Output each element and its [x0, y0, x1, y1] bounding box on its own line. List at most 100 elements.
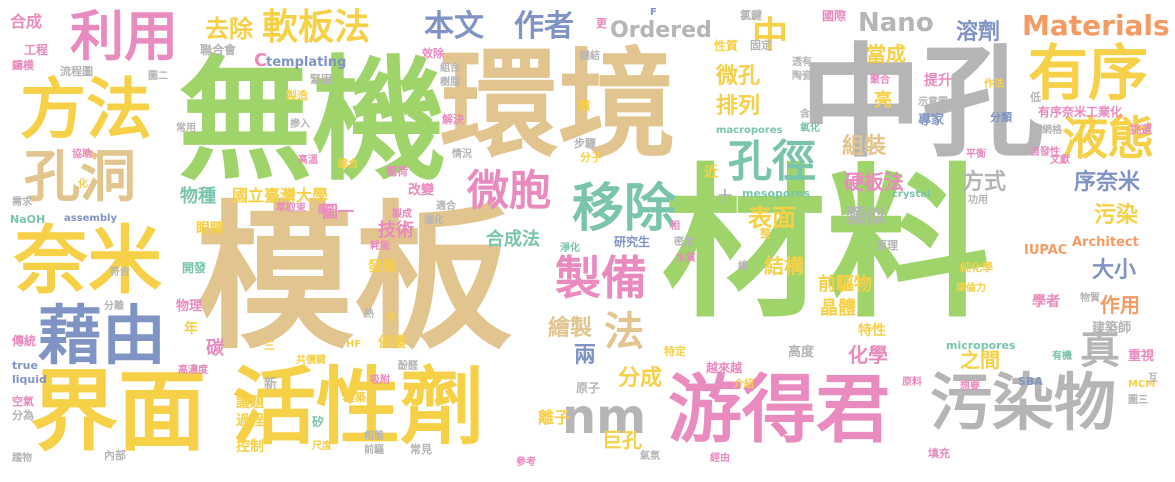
word-tu: 圖 [318, 205, 328, 216]
word-cankao: 參考 [516, 457, 536, 468]
word-yanjing: 眼睛 [196, 221, 224, 237]
word-mesopores: mesopores [742, 187, 810, 200]
word-gaibian: 改變 [408, 183, 435, 198]
word-gongyong: 功用 [968, 195, 988, 206]
word-macropores: macropores [716, 125, 783, 136]
word-baohu: 保護 [378, 335, 406, 351]
word-f: F [650, 7, 657, 18]
word-kongdong: 孔洞 [24, 145, 136, 210]
word-benwen: 本文 [424, 9, 484, 44]
word-fangfa: 方法 [20, 71, 152, 148]
word-fenquan: 酚醛 [398, 361, 418, 372]
word-lianjie: 鏈結 [580, 51, 600, 62]
word-gaodu: 高度 [788, 345, 815, 360]
word-cailiao: 材料 [662, 149, 991, 340]
word-fenli: 分離 [104, 301, 124, 312]
word-leisi: 類似 [846, 204, 886, 228]
word-kongjing: 孔徑 [728, 136, 816, 187]
word-naoh: NaOH [10, 213, 46, 226]
word-architect: Architect [1072, 235, 1139, 250]
word-yuanliao: 原料 [902, 377, 922, 388]
word-yuelaiyue: 越來越 [706, 361, 743, 375]
word-materials: Materials [1022, 9, 1170, 42]
word-tan: 碳 [206, 338, 224, 359]
word-ntu: 國立臺灣大學 [232, 186, 329, 205]
word-huaxue: 化學 [848, 343, 888, 367]
word-jieyou: 藉由 [38, 300, 166, 374]
word-youxu-gongyehua: 有序奈米工業化 [1038, 105, 1123, 119]
word-weibao: 微胞 [467, 166, 552, 215]
word-dianhe: 電荷 [386, 165, 408, 178]
word-jianzhushi: 建築師 [1092, 321, 1132, 336]
word-jianzhuchu: 建築出 [344, 391, 377, 404]
word-zhen: 真 [1080, 327, 1120, 373]
word-naimi: 奈米 [14, 218, 162, 304]
word-zuofa: 作法 [984, 79, 1004, 90]
word-ruanbanfa: 軟板法 [262, 7, 371, 48]
word-hangui: 含矽 [800, 109, 820, 120]
word-youdejun: 游得君 [668, 367, 890, 453]
word-geng: 更 [596, 17, 607, 30]
word-gongcheng: 工程 [24, 43, 49, 57]
word-zhongkong: 中孔 [800, 32, 1044, 174]
word-gongjiajian: 共價鍵 [296, 355, 326, 366]
word-jiegou: 結構 [764, 254, 804, 278]
word-hecheng: 合成 [10, 12, 43, 31]
word-gaowen: 高溫 [298, 155, 318, 166]
word-neibu: 內部 [104, 449, 126, 462]
word-gaonongdu: 高濃度 [178, 365, 208, 376]
word-wuli: 物理 [176, 299, 203, 314]
word-zhong: 中 [752, 15, 789, 56]
word-micropores: micropores [946, 339, 1016, 352]
word-wenxian: 文獻 [1050, 155, 1070, 166]
word-shi: 十 [718, 189, 732, 205]
word-lvjian: 氯鍵 [740, 9, 762, 22]
word-shihe: 適合 [436, 201, 456, 212]
word-wuzhong: 物種 [180, 186, 216, 207]
word-fenzi: 分子 [580, 151, 602, 164]
word-mcm: MCM [1128, 379, 1156, 390]
word-iupac: IUPAC [1024, 243, 1068, 258]
word-canru: 摻入 [290, 119, 310, 130]
word-liquid: liquid [12, 373, 47, 386]
word-lianhehui: 聯合會 [200, 43, 237, 57]
word-huanjing: 環境 [440, 36, 677, 174]
word-pailie: 排列 [716, 94, 761, 119]
word-xuqiu: 需求 [12, 197, 32, 208]
word-lizi: 離子 [538, 408, 571, 427]
word-xifu: 吸附 [370, 375, 390, 386]
word-qingkuang: 情況 [452, 149, 472, 160]
word-huizhi: 繪製 [548, 316, 593, 341]
word-fuhe: 符合 [110, 267, 130, 278]
word-zuhe: 組合 [440, 63, 460, 74]
word-xin: 新 [264, 377, 278, 392]
word-zhijian: 之間 [960, 348, 1000, 372]
word-ordered: Ordered [610, 18, 712, 43]
word-yichu: 移除 [572, 179, 677, 239]
word-dangcheng: 當成 [866, 42, 906, 66]
word-biaomian: 表面 [748, 204, 796, 232]
word-templating: templating [266, 55, 347, 70]
word-wuji: 無機 [178, 43, 447, 199]
word-nian: 年 [184, 321, 198, 337]
word-touyou: 透有 [792, 57, 812, 68]
word-changjian: 常見 [410, 443, 432, 456]
word-kongzhi: 控制 [236, 439, 264, 455]
word-liyong: 利用 [70, 5, 178, 68]
word-taoci: 陶瓷 [792, 71, 812, 82]
word-jingu: 緊固 [310, 73, 332, 86]
word-fenwei: 分為 [12, 409, 34, 422]
word-xiang: 相 [670, 221, 680, 232]
word-qianqu: 前驅 [364, 445, 384, 456]
word-xiaochu: 效除 [422, 47, 444, 60]
word-juhe: 聚合 [870, 75, 890, 86]
word-zheng: 整 [760, 227, 771, 240]
word-gui: 矽 [312, 415, 325, 429]
word-ban: 半 [386, 313, 396, 324]
word-yingbanfa: 硬板法 [844, 170, 904, 194]
word-qianquwu: 前驅物 [818, 274, 872, 295]
word-zuozhe: 作者 [514, 9, 574, 44]
word-assembly: assembly [64, 213, 117, 224]
word-yuanli: 原理 [876, 239, 898, 252]
